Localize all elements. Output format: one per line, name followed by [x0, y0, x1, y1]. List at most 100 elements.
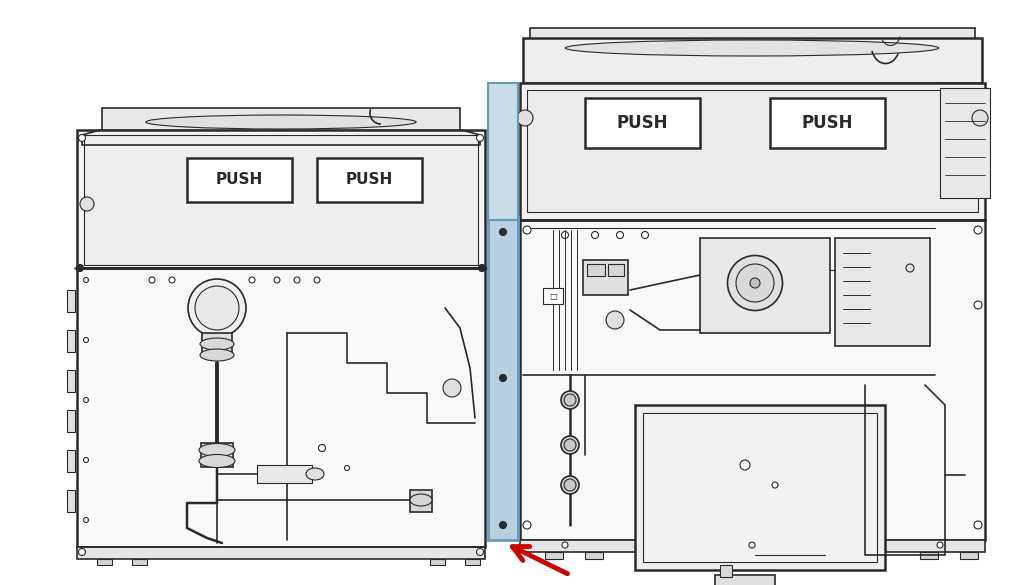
- Ellipse shape: [443, 379, 461, 397]
- Bar: [97, 559, 112, 565]
- Ellipse shape: [199, 455, 235, 467]
- Bar: [488, 217, 518, 540]
- Ellipse shape: [83, 397, 88, 402]
- Ellipse shape: [523, 521, 531, 529]
- Bar: [835, 238, 930, 346]
- Ellipse shape: [306, 468, 324, 480]
- Ellipse shape: [83, 338, 88, 342]
- Ellipse shape: [906, 264, 914, 272]
- Ellipse shape: [477, 549, 484, 556]
- Bar: [488, 83, 518, 220]
- Ellipse shape: [149, 277, 155, 283]
- Ellipse shape: [565, 40, 939, 56]
- Bar: [530, 28, 975, 56]
- Ellipse shape: [169, 277, 175, 283]
- Bar: [132, 559, 147, 565]
- Bar: [583, 260, 628, 295]
- Bar: [67, 450, 75, 472]
- Bar: [465, 559, 480, 565]
- Ellipse shape: [974, 521, 982, 529]
- Ellipse shape: [274, 277, 280, 283]
- Bar: [960, 552, 978, 559]
- Ellipse shape: [974, 226, 982, 234]
- Ellipse shape: [479, 264, 486, 271]
- Bar: [608, 264, 624, 276]
- Ellipse shape: [200, 338, 234, 350]
- Bar: [430, 559, 445, 565]
- Ellipse shape: [249, 277, 255, 283]
- Bar: [202, 333, 232, 355]
- Bar: [520, 220, 985, 540]
- Ellipse shape: [616, 232, 623, 239]
- Bar: [410, 490, 432, 512]
- Ellipse shape: [972, 110, 988, 126]
- Bar: [67, 410, 75, 432]
- Ellipse shape: [564, 439, 576, 451]
- Ellipse shape: [750, 278, 760, 288]
- Text: PUSH: PUSH: [345, 173, 393, 188]
- Bar: [77, 130, 485, 268]
- Bar: [585, 98, 700, 148]
- Text: PUSH: PUSH: [215, 173, 262, 188]
- Bar: [102, 108, 460, 130]
- Ellipse shape: [517, 110, 533, 126]
- Ellipse shape: [410, 494, 432, 506]
- Ellipse shape: [314, 277, 320, 283]
- Ellipse shape: [344, 466, 350, 470]
- Bar: [543, 288, 563, 304]
- Bar: [77, 547, 485, 559]
- Bar: [920, 552, 938, 559]
- Bar: [770, 98, 885, 148]
- Ellipse shape: [749, 542, 755, 548]
- Ellipse shape: [562, 542, 568, 548]
- Ellipse shape: [523, 226, 531, 234]
- Bar: [257, 465, 312, 483]
- Bar: [545, 552, 563, 559]
- Bar: [587, 264, 605, 276]
- Bar: [317, 158, 422, 202]
- Text: PUSH: PUSH: [616, 114, 667, 132]
- Bar: [643, 413, 877, 562]
- Ellipse shape: [83, 277, 88, 283]
- Ellipse shape: [499, 229, 506, 236]
- Ellipse shape: [606, 311, 624, 329]
- Bar: [67, 490, 75, 512]
- Ellipse shape: [974, 301, 982, 309]
- Ellipse shape: [937, 542, 943, 548]
- Bar: [84, 135, 478, 265]
- Ellipse shape: [319, 445, 326, 452]
- Ellipse shape: [80, 197, 94, 211]
- Ellipse shape: [564, 394, 576, 406]
- Ellipse shape: [77, 264, 83, 271]
- Ellipse shape: [83, 518, 88, 522]
- Ellipse shape: [562, 232, 569, 239]
- Bar: [527, 90, 978, 212]
- Text: PUSH: PUSH: [802, 114, 853, 132]
- Bar: [585, 552, 603, 559]
- Bar: [77, 268, 485, 547]
- Ellipse shape: [199, 443, 235, 456]
- Ellipse shape: [499, 521, 506, 528]
- Ellipse shape: [499, 374, 506, 381]
- Ellipse shape: [294, 277, 300, 283]
- Bar: [67, 370, 75, 392]
- Bar: [520, 83, 985, 220]
- Bar: [720, 565, 732, 577]
- Bar: [700, 238, 830, 333]
- Bar: [715, 575, 775, 585]
- Ellipse shape: [188, 279, 246, 337]
- Bar: [201, 443, 233, 467]
- Ellipse shape: [561, 391, 579, 409]
- Bar: [520, 540, 985, 552]
- Bar: [187, 158, 292, 202]
- Ellipse shape: [728, 256, 782, 311]
- Ellipse shape: [740, 460, 750, 470]
- Bar: [940, 88, 990, 198]
- Ellipse shape: [477, 135, 484, 142]
- Ellipse shape: [564, 479, 576, 491]
- Ellipse shape: [195, 286, 239, 330]
- Ellipse shape: [79, 549, 85, 556]
- Bar: [67, 290, 75, 312]
- Ellipse shape: [200, 349, 234, 361]
- Ellipse shape: [561, 476, 579, 494]
